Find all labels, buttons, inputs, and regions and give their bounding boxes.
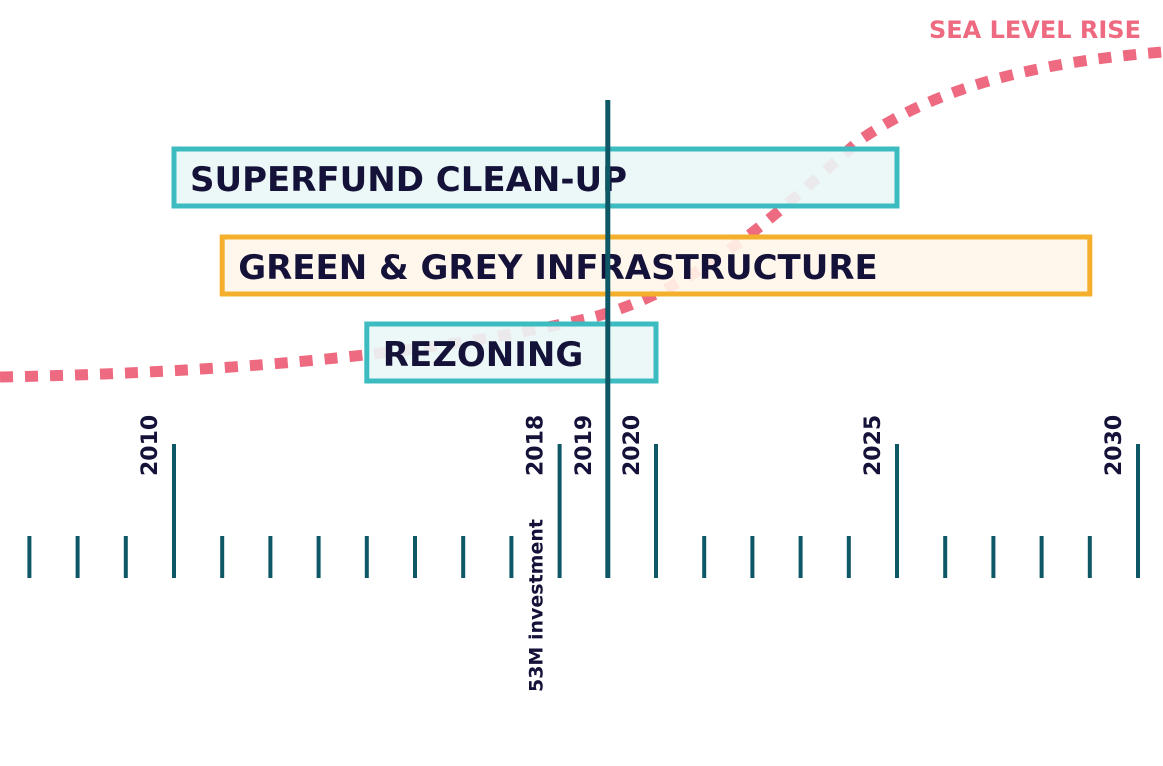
- year-label-2025: 2025: [861, 415, 886, 476]
- bar-rect: [219, 234, 1093, 297]
- timeline-axis: [27, 444, 1140, 578]
- investment-annotation: 53M investment: [526, 519, 548, 692]
- timeline-bar: GREEN & GREY INFRASTRUCTURE: [219, 234, 1093, 297]
- bar-label: REZONING: [383, 335, 583, 375]
- year-label-2010: 2010: [138, 415, 163, 476]
- bar-rect: [171, 146, 900, 209]
- bar-label: SUPERFUND CLEAN-UP: [190, 160, 627, 200]
- bar-label: GREEN & GREY INFRASTRUCTURE: [238, 248, 878, 288]
- year-label-2018: 2018: [524, 415, 549, 476]
- timeline-bar: SUPERFUND CLEAN-UP: [171, 146, 900, 209]
- year-label-2030: 2030: [1102, 415, 1127, 476]
- year-label-2019: 2019: [572, 415, 597, 476]
- bars-layer: SUPERFUND CLEAN-UP GREEN & GREY INFRASTRU…: [171, 146, 1093, 384]
- sea-level-label: SEA LEVEL RISE: [929, 16, 1141, 44]
- timeline-bar: REZONING: [364, 321, 659, 384]
- year-label-2020: 2020: [620, 415, 645, 476]
- year-labels: 2010 2018 2019 2020 2025 2030 53M investment: [138, 415, 1127, 692]
